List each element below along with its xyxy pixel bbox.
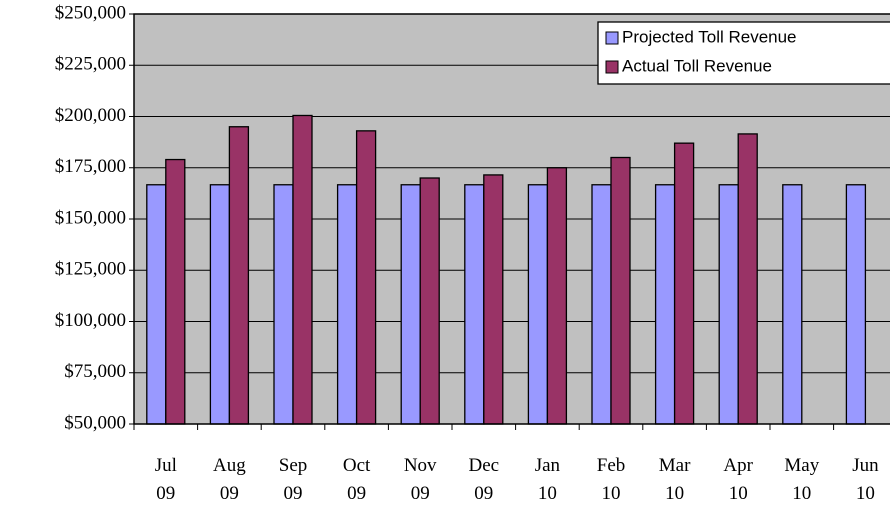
bar [845, 184, 867, 425]
bar [483, 174, 504, 425]
legend-box [597, 21, 890, 85]
x-tick-label: Oct 09 [342, 455, 371, 504]
bar [419, 177, 440, 425]
x-tick-label: Dec 09 [468, 455, 500, 504]
x-tick-label: May 10 [784, 455, 820, 504]
x-tick-label: Jul 09 [154, 455, 177, 504]
y-tick-label: $250,000 [55, 2, 126, 23]
x-tick-label: Mar 10 [658, 455, 691, 504]
bar [464, 184, 485, 425]
bar [165, 158, 186, 425]
y-tick-label: $50,000 [64, 412, 126, 433]
bar [610, 156, 631, 425]
y-tick-label: $225,000 [55, 54, 126, 75]
bar [146, 184, 167, 425]
x-tick-label: Feb 10 [596, 455, 626, 504]
x-tick-label: Sep 09 [278, 455, 308, 504]
x-tick-label: Jan 10 [534, 455, 561, 504]
bar [782, 184, 803, 425]
bar [209, 184, 231, 425]
plot-border [133, 13, 890, 425]
x-tick-label: Apr 10 [723, 455, 753, 504]
bar [591, 184, 612, 425]
y-tick-label: $125,000 [55, 259, 126, 280]
bar [718, 184, 739, 425]
x-tick-label: Jun 10 [852, 455, 879, 504]
x-tick-label: Nov 09 [403, 455, 437, 504]
bar [355, 130, 377, 425]
bar [400, 184, 421, 425]
y-tick-label: $200,000 [55, 105, 126, 126]
bar [273, 184, 294, 425]
y-tick-label: $75,000 [64, 361, 126, 382]
legend-label: Actual Toll Revenue [622, 56, 772, 75]
y-tick-label: $150,000 [55, 207, 126, 228]
y-tick-label: $100,000 [55, 310, 126, 331]
x-tick-label: Aug 09 [213, 455, 246, 504]
bar [228, 126, 250, 425]
bar [292, 114, 313, 425]
bar [737, 133, 758, 425]
legend-swatch [605, 31, 619, 45]
bar [546, 167, 568, 425]
bar [527, 184, 549, 425]
legend-swatch [605, 60, 619, 74]
bar [654, 184, 676, 425]
bar [673, 142, 695, 425]
legend-label: Projected Toll Revenue [622, 27, 797, 46]
y-tick-label: $175,000 [55, 156, 126, 177]
bar [336, 184, 358, 425]
